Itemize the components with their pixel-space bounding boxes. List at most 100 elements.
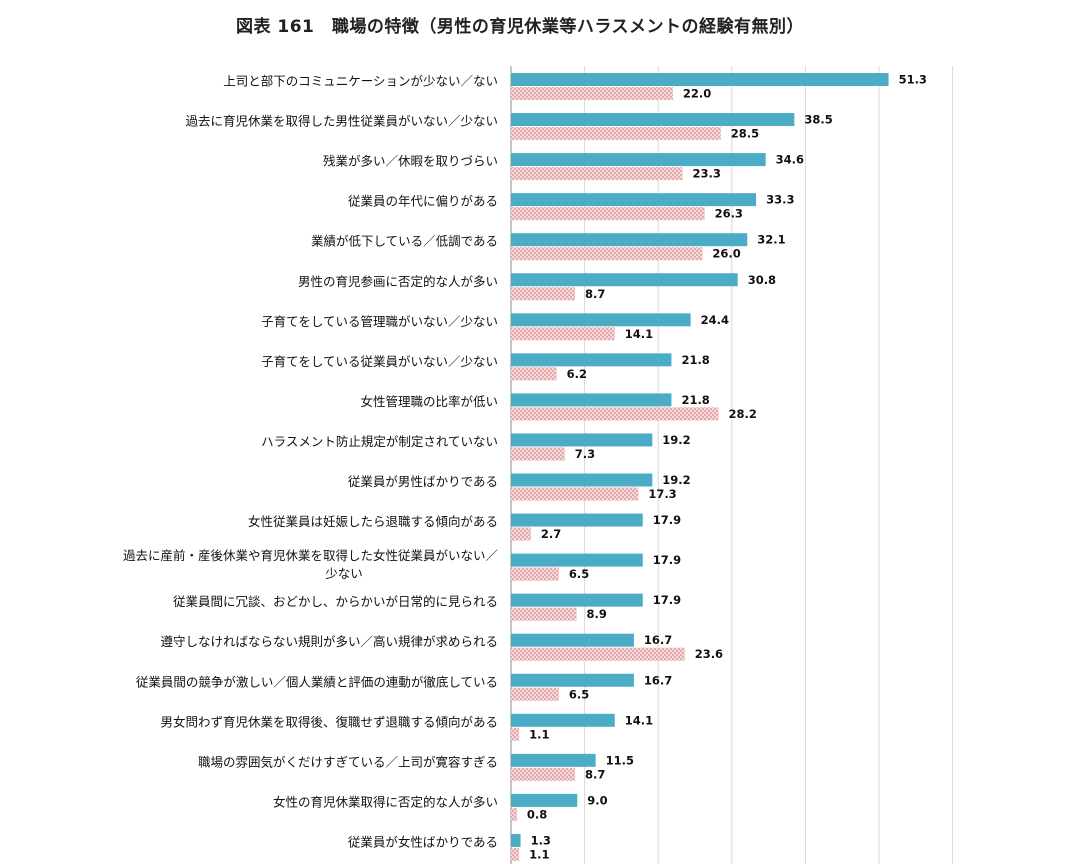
data-label: 30.8	[748, 273, 776, 287]
bar-series-1	[511, 473, 653, 487]
data-label: 34.6	[776, 153, 804, 167]
data-label: 7.3	[575, 447, 595, 461]
bar-series-1	[511, 593, 643, 607]
data-label: 6.2	[567, 367, 587, 381]
bar-series-1	[511, 793, 578, 807]
bar-series-2	[511, 847, 520, 861]
bar-series-2	[511, 767, 576, 781]
category-label: 従業員間に冗談、おどかし、からかいが日常的に見られる	[173, 594, 498, 609]
data-label: 1.3	[531, 833, 551, 847]
category-label: 従業員が男性ばかりである	[348, 474, 498, 489]
data-label: 51.3	[899, 73, 927, 87]
data-label: 32.1	[757, 233, 785, 247]
data-label: 0.8	[527, 807, 547, 821]
bar-series-2	[511, 727, 520, 741]
category-label: 過去に育児休業を取得した男性従業員がいない／少ない	[185, 114, 498, 129]
bar-series-2	[511, 287, 576, 301]
bar-series-2	[511, 647, 685, 661]
bar-series-1	[511, 833, 521, 847]
bar-series-2	[511, 447, 565, 461]
category-label: 子育てをしている管理職がいない／少ない	[261, 314, 498, 329]
category-label: 従業員間の競争が激しい／個人業績と評価の連動が徹底している	[136, 674, 498, 689]
data-label: 23.3	[692, 167, 720, 181]
data-label: 19.2	[662, 433, 690, 447]
data-label: 23.6	[695, 647, 723, 661]
bar-series-1	[511, 273, 738, 287]
data-label: 14.1	[625, 713, 653, 727]
data-label: 19.2	[662, 473, 690, 487]
category-label: 子育てをしている従業員がいない／少ない	[261, 354, 498, 369]
data-label: 38.5	[804, 113, 832, 127]
bar-series-1	[511, 113, 795, 127]
data-label: 24.4	[701, 313, 729, 327]
bar-series-2	[511, 487, 639, 501]
bar-series-2	[511, 367, 557, 381]
bar-series-2	[511, 167, 683, 181]
bar-series-1	[511, 553, 643, 567]
data-label: 21.8	[681, 353, 709, 367]
category-label: 過去に産前・産後休業や育児休業を取得した女性従業員がいない／少ない	[123, 548, 499, 581]
data-label: 26.0	[712, 247, 740, 261]
chart-title: 図表 161 職場の特徴（男性の育児休業等ハラスメントの経験有無別）	[235, 17, 805, 37]
gridlines	[510, 66, 954, 864]
category-label: 残業が多い／休暇を取りづらい	[323, 154, 498, 169]
bar-series-2	[511, 607, 577, 621]
category-label: 男性の育児参画に否定的な人が多い	[298, 274, 498, 289]
bar-series-1	[511, 153, 766, 167]
bar-series-1	[511, 753, 596, 767]
bar-series-1	[511, 353, 672, 367]
data-label: 17.3	[648, 487, 676, 501]
data-label: 17.9	[653, 513, 681, 527]
bar-series-1	[511, 513, 643, 527]
data-label: 28.2	[729, 407, 757, 421]
bar-series-1	[511, 633, 634, 647]
data-label: 17.9	[653, 553, 681, 567]
bar-series-1	[511, 233, 748, 247]
category-label: 上司と部下のコミュニケーションが少ない／ない	[223, 74, 498, 89]
category-label: 女性の育児休業取得に否定的な人が多い	[273, 794, 498, 809]
data-label: 8.7	[585, 767, 605, 781]
bar-series-2	[511, 207, 705, 221]
bar-series-2	[511, 807, 517, 821]
data-label: 6.5	[569, 687, 589, 701]
bar-series-2	[511, 87, 673, 100]
data-label: 8.9	[587, 607, 607, 621]
data-label: 17.9	[653, 593, 681, 607]
category-label: 職場の雰囲気がくだけすぎている／上司が寛容すぎる	[198, 754, 498, 769]
data-label: 2.7	[541, 527, 561, 541]
category-label: 遵守しなければならない規則が多い／高い規律が求められる	[160, 634, 498, 649]
data-label: 16.7	[644, 673, 672, 687]
category-label: ハラスメント防止規定が制定されていない	[261, 434, 498, 449]
bar-series-1	[511, 73, 889, 86]
bar-series-2	[511, 567, 559, 581]
data-label: 21.8	[681, 393, 709, 407]
bar-series-2	[511, 527, 531, 541]
labels: 上司と部下のコミュニケーションが少ない／ない 51.3 22.0 過去に育児休業を取得…	[123, 73, 927, 862]
bars	[511, 73, 889, 861]
data-label: 14.1	[625, 327, 653, 341]
bar-series-2	[511, 687, 559, 701]
data-label: 28.5	[731, 127, 759, 141]
category-label: 業績が低下している／低調である	[311, 234, 498, 249]
category-label: 男女問わず育児休業を取得後、復職せず退職する傾向がある	[160, 714, 498, 729]
data-label: 33.3	[766, 193, 794, 207]
bar-series-1	[511, 193, 757, 207]
bar-series-1	[511, 313, 691, 327]
data-label: 16.7	[644, 633, 672, 647]
bar-series-2	[511, 407, 719, 421]
data-label: 8.7	[585, 287, 605, 301]
data-label: 1.1	[529, 727, 549, 741]
data-label: 26.3	[715, 207, 743, 221]
data-label: 6.5	[569, 567, 589, 581]
data-label: 9.0	[587, 793, 607, 807]
data-label: 22.0	[683, 87, 711, 101]
bar-series-2	[511, 127, 721, 141]
category-label: 女性管理職の比率が低い	[360, 394, 498, 409]
data-label: 11.5	[606, 753, 634, 767]
bar-series-1	[511, 713, 615, 727]
category-label: 女性従業員は妊娠したら退職する傾向がある	[248, 514, 498, 529]
bar-series-2	[511, 327, 615, 341]
bar-series-1	[511, 673, 634, 687]
bar-series-1	[511, 393, 672, 407]
